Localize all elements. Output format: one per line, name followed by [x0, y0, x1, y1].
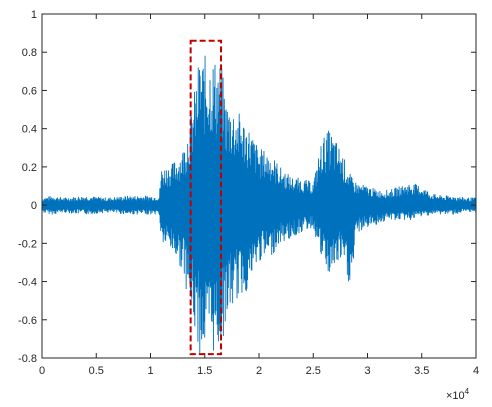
- y-tick-label: 0.4: [22, 124, 37, 136]
- y-tick-label: 1: [31, 9, 37, 21]
- x-tick-label: 0.5: [89, 365, 104, 377]
- x-exponent-label: ×104: [446, 387, 470, 402]
- y-tick-label: 0: [31, 200, 37, 212]
- y-tick-label: -0.8: [18, 353, 37, 365]
- waveform-series: [41, 55, 477, 353]
- waveform-line: [41, 55, 477, 353]
- y-tick-label: -0.6: [18, 315, 37, 327]
- y-tick-label: 0.6: [22, 85, 37, 97]
- y-tick-label: -0.4: [18, 277, 37, 289]
- y-tick-label: 0.8: [22, 47, 37, 59]
- x-tick-label: 1: [147, 365, 153, 377]
- x-exponent-base: ×10: [446, 390, 465, 402]
- ticks: 0 0.5 1 1.5 2 2.5 3 3.5 4 -0.8 -0.6 -0.4 -0.2 0 0.2 0.4…: [18, 9, 479, 377]
- x-tick-label: 4: [473, 365, 479, 377]
- x-tick-label: 3: [364, 365, 370, 377]
- x-tick-label: 1.5: [197, 365, 212, 377]
- x-tick-label: 0: [39, 365, 45, 377]
- y-tick-label: 0.2: [22, 162, 37, 174]
- x-tick-label: 2.5: [306, 365, 321, 377]
- x-tick-label: 2: [256, 365, 262, 377]
- x-exponent-power: 4: [465, 387, 470, 396]
- x-tick-label: 3.5: [414, 365, 429, 377]
- y-tick-label: -0.2: [18, 238, 37, 250]
